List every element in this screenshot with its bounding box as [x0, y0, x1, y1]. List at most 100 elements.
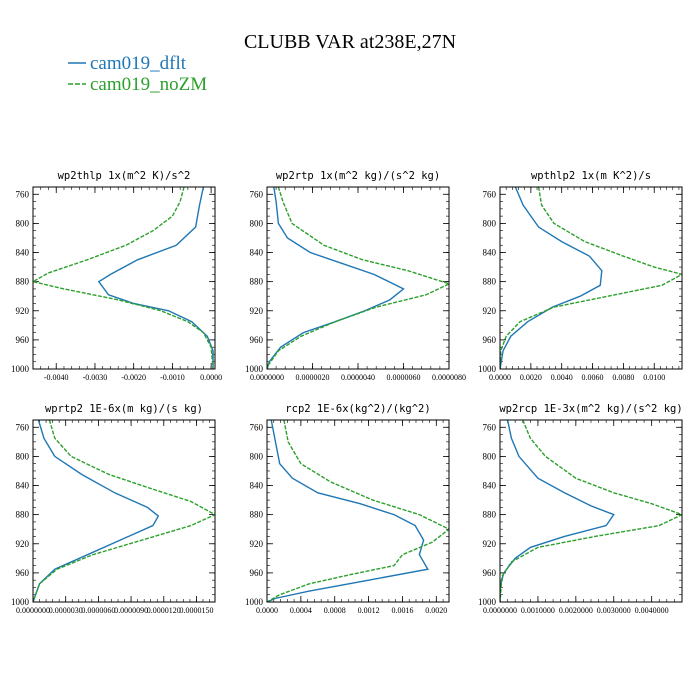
y-tick-label: 880	[16, 510, 30, 520]
x-tick-label: 0.0010000	[521, 606, 555, 615]
x-tick-label: 0.0008	[324, 606, 346, 615]
panel-frame	[266, 186, 450, 370]
y-tick-label: 920	[250, 306, 264, 316]
x-tick-label: 0.0000090	[114, 606, 148, 615]
y-tick-label: 960	[250, 568, 264, 578]
series-line-noZM	[500, 187, 682, 369]
y-tick-label: 760	[250, 189, 264, 199]
x-tick-label: 0.0020	[520, 373, 542, 382]
y-tick-label: 840	[250, 248, 264, 258]
series-line-noZM	[33, 187, 214, 369]
x-tick-label: 0.0000030	[49, 606, 83, 615]
panel-3: wpthlp2 1x(m K^2)/s 760 800 840 880 920 960 100…	[478, 170, 683, 382]
y-tick-label: 840	[483, 248, 497, 258]
x-tick-label: -0.0040	[44, 373, 69, 382]
y-tick-label: 960	[16, 568, 30, 578]
x-tick-label: 0.0020000	[559, 606, 593, 615]
series-line-dflt	[97, 187, 214, 369]
y-tick-label: 800	[16, 451, 30, 461]
panel-frame	[32, 419, 216, 603]
series-line-noZM	[500, 420, 682, 602]
series-line-noZM	[267, 420, 449, 602]
y-tick-label: 800	[250, 451, 264, 461]
x-tick-label: 0.0000	[256, 606, 278, 615]
x-tick-label: 0.0000	[489, 373, 511, 382]
y-tick-label: 880	[16, 277, 30, 287]
y-tick-label: 800	[483, 451, 497, 461]
y-tick-label: 840	[483, 481, 497, 491]
x-tick-label: 0.0000080	[432, 373, 466, 382]
panel-title: wp2thlp 1x(m^2 K)/s^2	[58, 170, 191, 182]
y-tick-label: 920	[483, 539, 497, 549]
panel-frame	[499, 186, 683, 370]
y-tick-label: 800	[483, 218, 497, 228]
legend-label-dflt: cam019_dflt	[90, 53, 187, 74]
x-tick-label: 0.0000000	[16, 606, 50, 615]
x-tick-label: 0.0000000	[250, 373, 284, 382]
panel-frame	[266, 419, 450, 603]
series-group	[500, 187, 682, 369]
panel-title: wp2rtp 1x(m^2 kg)/(s^2 kg)	[276, 170, 440, 182]
y-tick-label: 760	[483, 189, 497, 199]
panel-title: rcp2 1E-6x(kg^2)/(kg^2)	[285, 403, 430, 415]
y-tick-label: 880	[483, 277, 497, 287]
series-group	[267, 187, 449, 369]
y-tick-label: 840	[16, 248, 30, 258]
y-tick-label: 1000	[478, 364, 497, 374]
panel-6: wp2rcp 1E-3x(m^2 kg)/(s^2 kg)760 800 840 88…	[478, 403, 683, 615]
y-tick-label: 880	[483, 510, 497, 520]
series-line-dflt	[267, 420, 429, 602]
series-line-dflt	[33, 420, 160, 602]
y-tick-label: 880	[250, 510, 264, 520]
x-tick-label: 0.0080	[612, 373, 634, 382]
x-tick-label: 0.0000	[200, 373, 222, 382]
y-tick-label: 920	[16, 306, 30, 316]
y-tick-label: 800	[16, 218, 30, 228]
series-line-dflt	[500, 187, 603, 369]
x-tick-label: -0.0030	[83, 373, 108, 382]
x-tick-label: 0.0000020	[296, 373, 330, 382]
y-tick-label: 840	[250, 481, 264, 491]
series-group	[33, 187, 214, 369]
x-tick-label: 0.0016	[391, 606, 413, 615]
x-tick-label: 0.0000150	[179, 606, 213, 615]
x-tick-label: -0.0020	[121, 373, 146, 382]
y-tick-label: 1000	[245, 364, 264, 374]
x-tick-label: 0.0040	[551, 373, 573, 382]
panel-frame	[499, 419, 683, 603]
panel-5: rcp2 1E-6x(kg^2)/(kg^2) 760 800 840 880 920 96…	[245, 403, 450, 615]
x-tick-label: 0.0040000	[635, 606, 669, 615]
panel-title: wp2rcp 1E-3x(m^2 kg)/(s^2 kg)	[499, 403, 682, 415]
y-tick-label: 800	[250, 218, 264, 228]
y-tick-label: 960	[483, 568, 497, 578]
x-tick-label: 0.0004	[290, 606, 312, 615]
legend-label-noZM: cam019_noZM	[90, 74, 207, 95]
y-tick-label: 920	[483, 306, 497, 316]
x-tick-label: 0.0020	[425, 606, 447, 615]
x-tick-label: 0.0030000	[597, 606, 631, 615]
y-tick-label: 840	[16, 481, 30, 491]
y-tick-label: 760	[16, 189, 30, 199]
series-group	[267, 420, 449, 602]
y-tick-label: 960	[250, 335, 264, 345]
x-tick-label: -0.0010	[160, 373, 185, 382]
y-tick-label: 1000	[11, 364, 30, 374]
y-tick-label: 960	[483, 335, 497, 345]
x-tick-label: 0.0060	[582, 373, 604, 382]
y-tick-label: 1000	[11, 597, 30, 607]
legend: cam019_dflt cam019_noZM	[68, 53, 207, 95]
y-tick-label: 760	[16, 422, 30, 432]
series-line-dflt	[267, 187, 405, 369]
x-tick-label: 0.0000040	[341, 373, 375, 382]
y-tick-label: 1000	[245, 597, 264, 607]
y-tick-label: 880	[250, 277, 264, 287]
panel-2: wp2rtp 1x(m^2 kg)/(s^2 kg) 760 800 840 880 92…	[245, 170, 466, 382]
y-tick-label: 920	[250, 539, 264, 549]
panel-frame	[32, 186, 216, 370]
series-line-dflt	[500, 420, 615, 602]
y-tick-label: 760	[483, 422, 497, 432]
panel-title: wprtp2 1E-6x(m kg)/(s kg)	[45, 403, 203, 415]
y-tick-label: 760	[250, 422, 264, 432]
x-tick-label: 0.0000060	[387, 373, 421, 382]
